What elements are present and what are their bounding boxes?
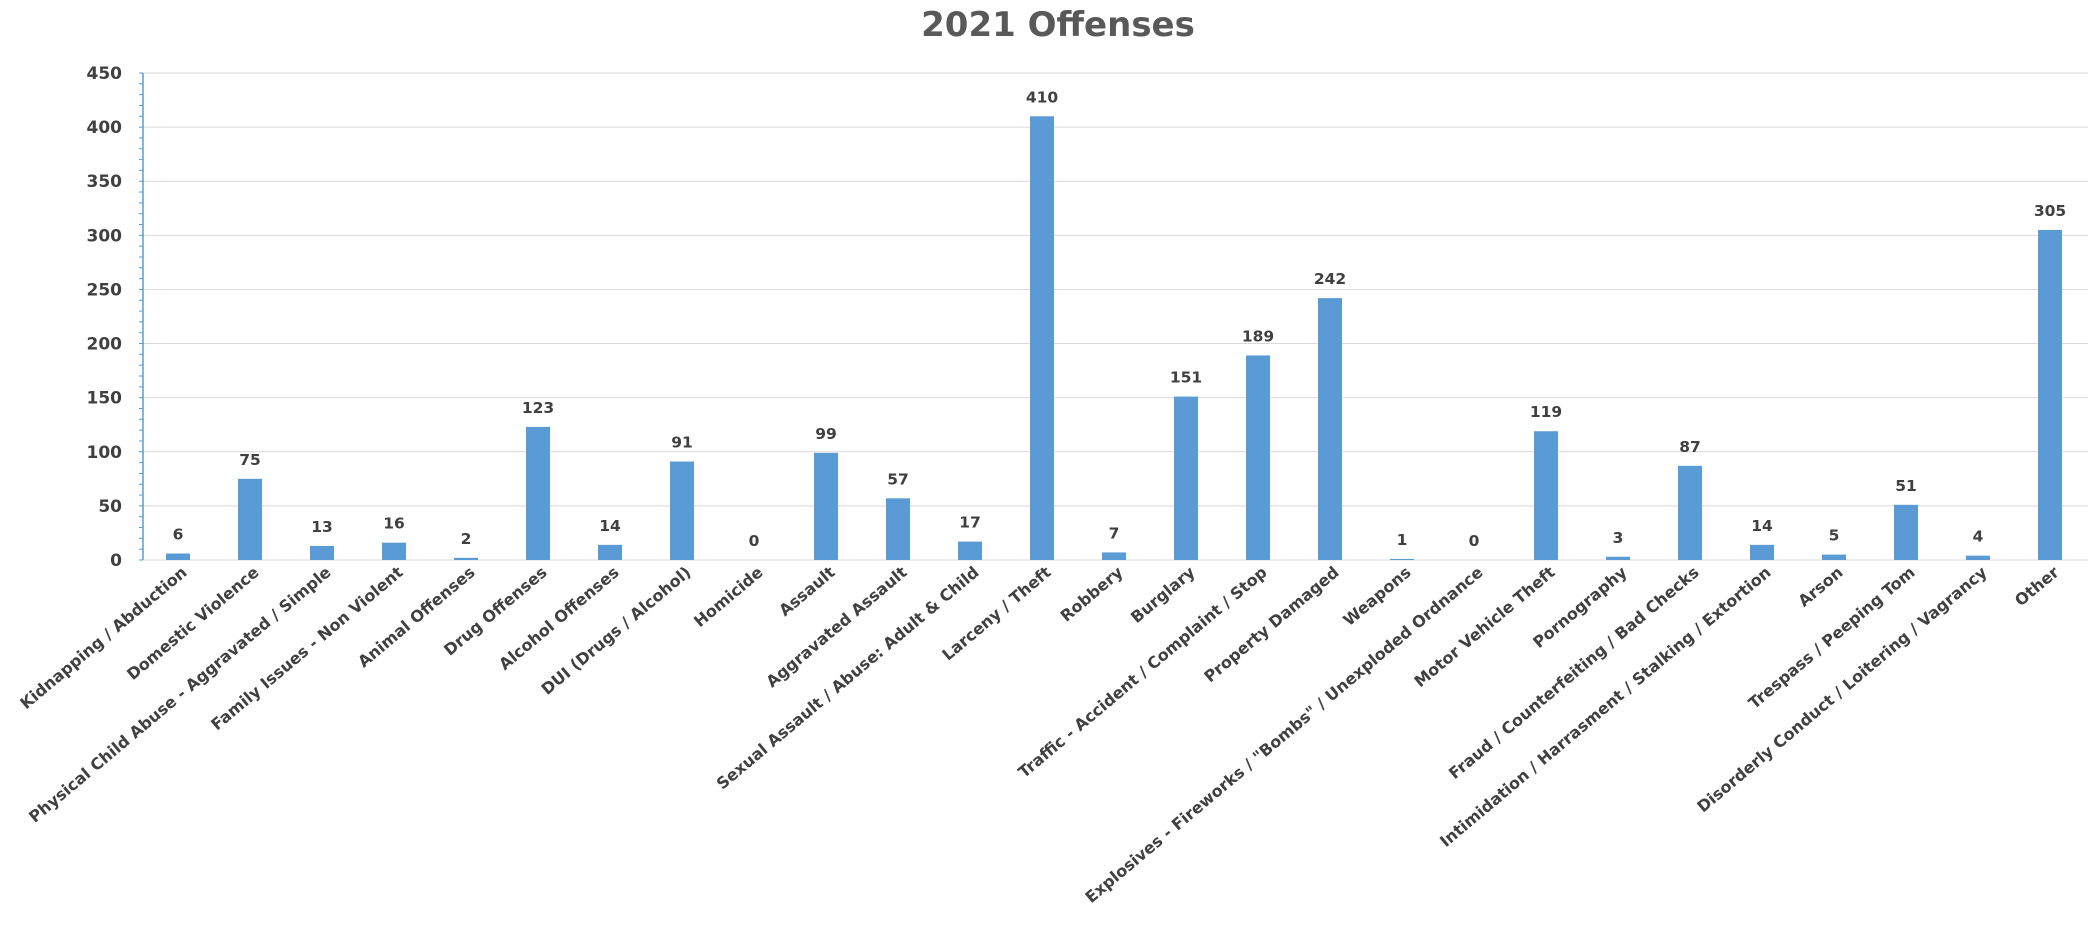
data-label: 123 [522, 399, 554, 417]
data-label: 119 [1530, 403, 1562, 421]
x-tick-label: Sexual Assault / Abuse: Adult & Child [713, 563, 983, 794]
data-label: 14 [1751, 517, 1773, 535]
data-label: 17 [959, 514, 981, 532]
bar [1894, 504, 1918, 560]
bar [382, 542, 406, 560]
bar [1390, 558, 1414, 560]
bar [1246, 355, 1270, 560]
y-tick-label: 200 [87, 335, 123, 355]
bar [1030, 116, 1054, 561]
data-label: 6 [173, 526, 184, 544]
x-tick-label: Intimidation / Harrasment / Stalking / E… [1436, 563, 1774, 851]
bar [598, 544, 622, 560]
data-label: 242 [1314, 270, 1346, 288]
x-tick-label: Arson [1794, 563, 1846, 611]
x-tick-label: Aggravated Assault [762, 562, 910, 691]
x-tick-label: Traffic - Accident / Complaint / Stop [1014, 563, 1270, 782]
y-tick-label: 150 [87, 389, 123, 409]
bar [814, 452, 838, 560]
x-tick-label: DUI (Drugs / Alcohol) [537, 563, 694, 699]
x-tick-label: Domestic Violence [123, 562, 263, 683]
bar [1174, 396, 1198, 560]
data-label: 51 [1895, 477, 1917, 495]
bar [310, 545, 334, 560]
y-tick-label: 0 [110, 551, 122, 571]
bar [238, 478, 262, 560]
data-label: 14 [599, 517, 621, 535]
x-tick-label: Other [2011, 562, 2063, 610]
data-label: 75 [239, 451, 261, 469]
data-label: 3 [1613, 529, 1624, 547]
data-label: 5 [1829, 527, 1840, 545]
x-tick-label: Motor Vehicle Theft [1410, 562, 1558, 691]
chart-title: 2021 Offenses [921, 5, 1195, 45]
data-label: 410 [1026, 88, 1059, 106]
gridlines [143, 72, 2088, 561]
data-label: 4 [1973, 528, 1984, 546]
data-label: 151 [1170, 369, 1202, 387]
x-tick-label: Property Damaged [1200, 563, 1342, 687]
data-label: 57 [887, 470, 909, 488]
data-label: 99 [815, 425, 837, 443]
data-label: 7 [1109, 524, 1120, 542]
x-tick-label: Homicide [690, 562, 767, 631]
bar [1822, 554, 1846, 560]
bar [958, 541, 982, 560]
data-label: 189 [1242, 327, 1274, 345]
data-label: 13 [311, 518, 333, 536]
data-label: 305 [2034, 202, 2066, 220]
bar [2038, 229, 2062, 560]
x-tick-label: Robbery [1057, 562, 1127, 625]
data-label: 0 [1469, 532, 1480, 550]
bar [670, 461, 694, 560]
bar [886, 498, 910, 560]
bar [1102, 552, 1126, 560]
bar [526, 426, 550, 560]
data-label: 2 [461, 530, 472, 548]
y-tick-label: 50 [98, 497, 122, 517]
x-tick-label: Physical Child Abuse - Aggravated / Simp… [25, 562, 335, 826]
y-tick-label: 400 [87, 118, 123, 138]
y-tick-label: 450 [87, 64, 123, 84]
bars [166, 116, 2062, 561]
x-tick-label: Assault [775, 562, 839, 620]
bar [1966, 555, 1990, 560]
data-label: 91 [671, 434, 693, 452]
y-axis: 0 50 100 150 200 250 300 350 400 450 [87, 64, 144, 571]
data-labels: 6 75 13 16 2 123 14 91 0 99 57 17 410 7 151 189 242 1 0 119… [173, 88, 2067, 550]
bar [1534, 431, 1558, 560]
x-tick-label: Fraud / Counterfeiting / Bad Checks [1445, 563, 1703, 783]
data-label: 0 [749, 532, 760, 550]
x-tick-label: Alcohol Offenses [495, 563, 622, 674]
bar [1318, 298, 1342, 560]
y-tick-label: 100 [87, 443, 123, 463]
x-tick-label: Burglary [1127, 562, 1199, 627]
bar [454, 557, 478, 560]
bar [166, 553, 190, 560]
x-tick-label: Animal Offenses [354, 563, 478, 672]
bar [1678, 465, 1702, 560]
bar [1750, 544, 1774, 560]
data-label: 16 [383, 515, 405, 533]
x-tick-label: Weapons [1339, 563, 1414, 630]
bar [1606, 556, 1630, 560]
data-label: 87 [1679, 438, 1701, 456]
data-label: 1 [1397, 531, 1408, 549]
y-tick-label: 300 [87, 226, 123, 246]
y-tick-label: 250 [87, 280, 123, 300]
y-tick-label: 350 [87, 172, 123, 192]
